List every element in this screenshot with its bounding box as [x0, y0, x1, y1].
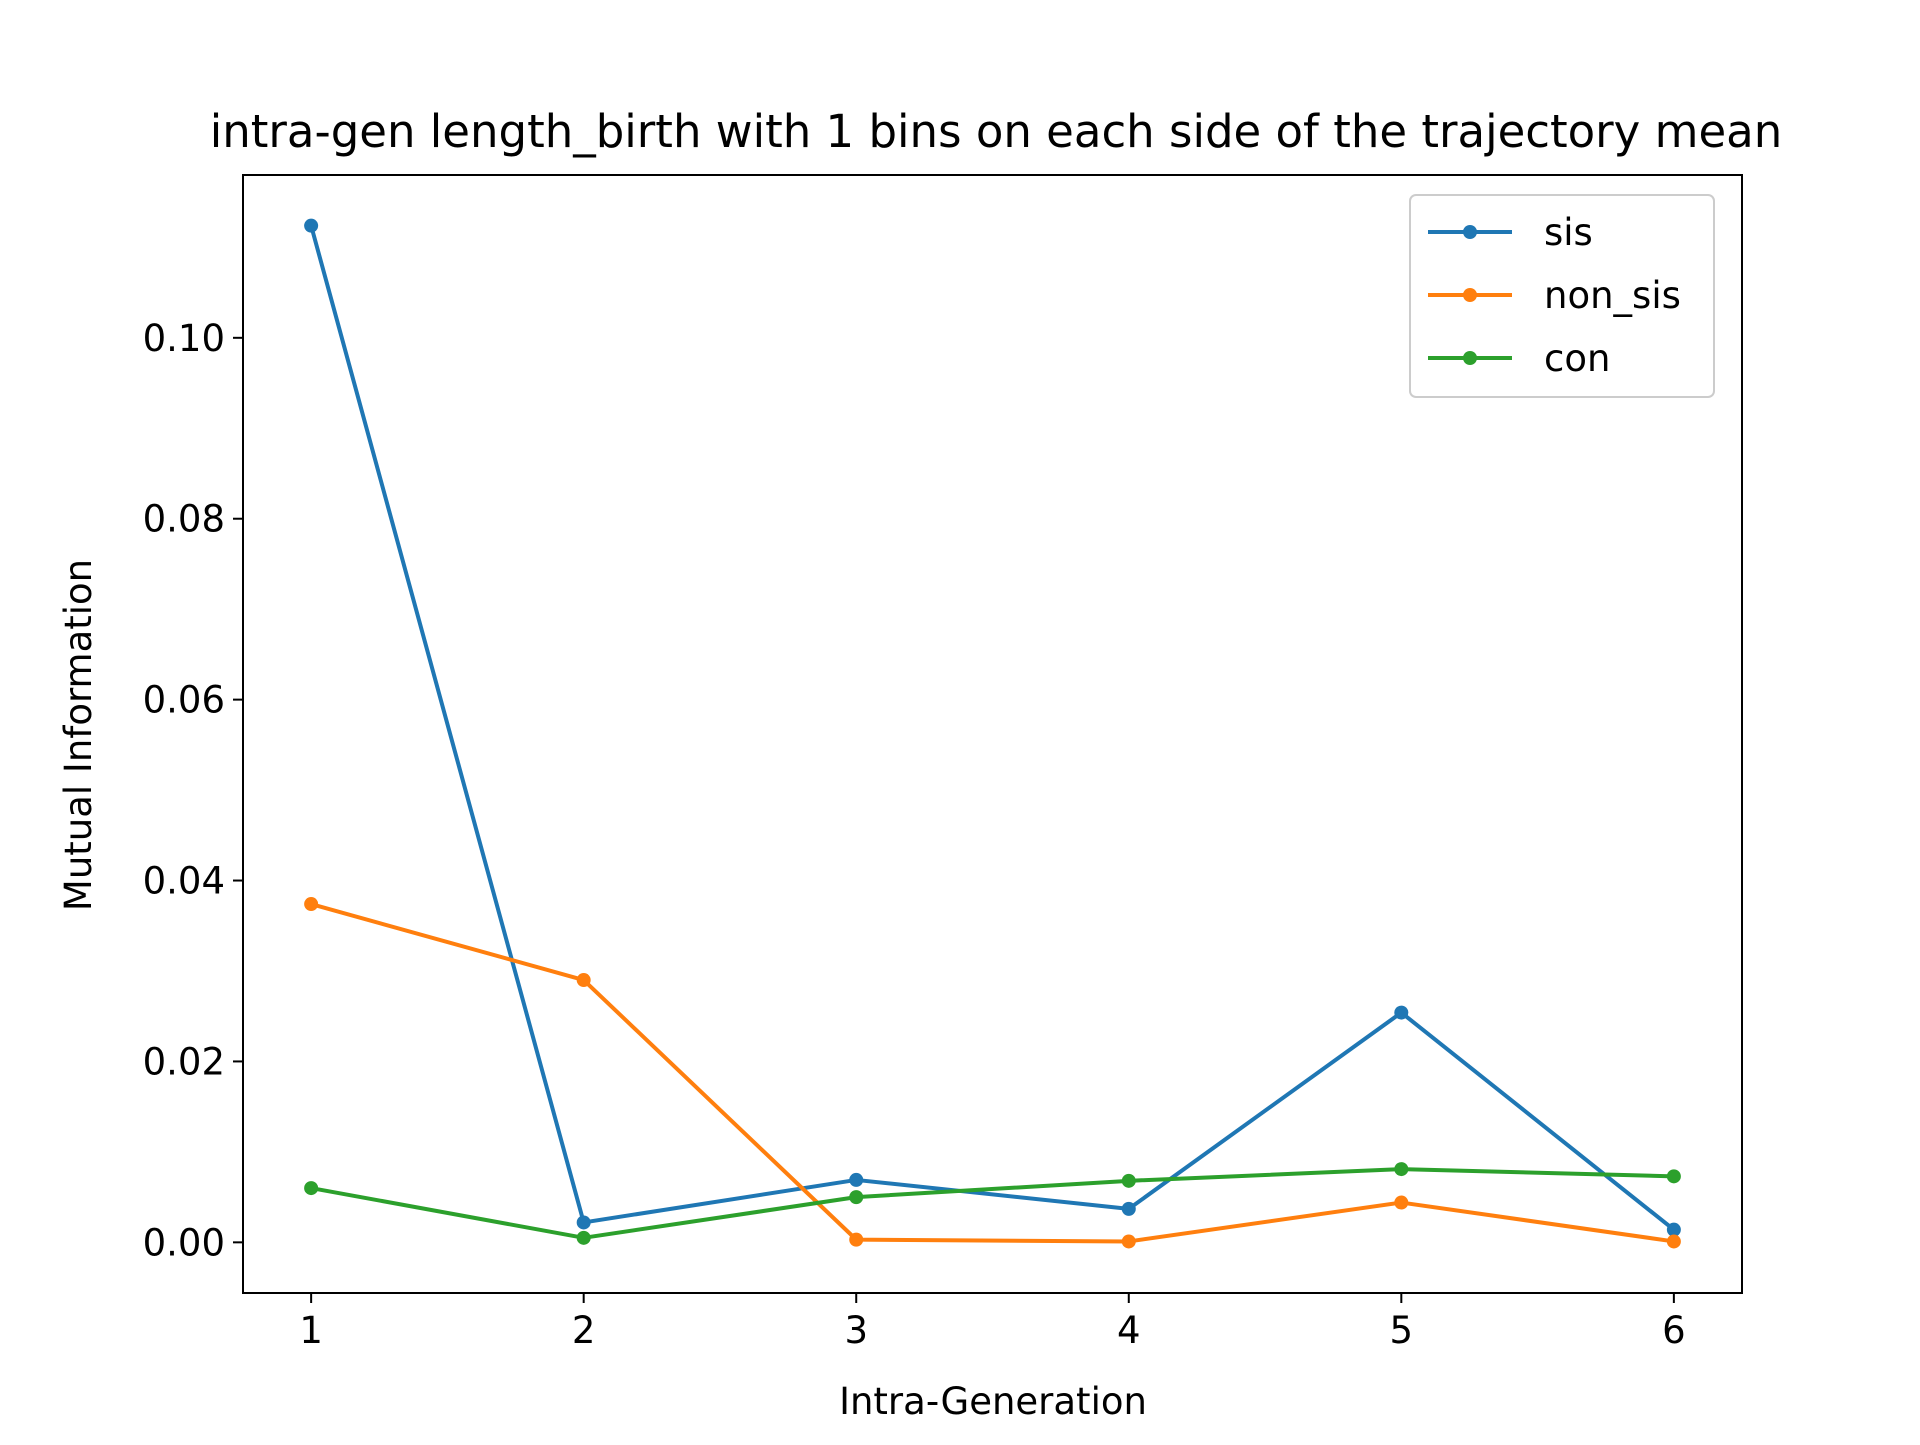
series-con [304, 1162, 1681, 1245]
data-point [849, 1172, 864, 1187]
data-point [304, 1181, 319, 1196]
x-tick-label: 4 [1117, 1309, 1141, 1352]
x-axis-label: Intra-Generation [839, 1380, 1147, 1423]
data-point [849, 1232, 864, 1247]
series-line [310, 902, 1675, 1244]
data-point [576, 1215, 591, 1230]
data-point [1121, 1201, 1136, 1216]
data-point [304, 897, 319, 912]
series-layer [304, 218, 1681, 1249]
y-tick-label: 0.00 [143, 1221, 225, 1264]
y-tick-label: 0.02 [143, 1040, 225, 1083]
data-point [1121, 1234, 1136, 1249]
data-point [849, 1190, 864, 1205]
legend-marker [1463, 351, 1477, 365]
data-point [1666, 1222, 1681, 1237]
x-tick-label: 3 [844, 1309, 868, 1352]
data-point [1121, 1173, 1136, 1188]
axes-frame [242, 174, 1743, 1294]
legend-marker [1463, 225, 1477, 239]
series-sis [304, 218, 1681, 1237]
data-point [576, 1230, 591, 1245]
y-tick-label: 0.06 [143, 679, 225, 722]
legend-label: con [1544, 337, 1610, 380]
data-point [1666, 1169, 1681, 1184]
chart-title: intra-gen length_birth with 1 bins on ea… [210, 105, 1782, 158]
data-point [304, 218, 319, 233]
legend-label: non_sis [1544, 274, 1681, 317]
data-point [1394, 1162, 1409, 1177]
legend-marker [1463, 288, 1477, 302]
x-axis-ticks: 1 2 3 4 5 6 [299, 1293, 1686, 1352]
y-tick-label: 0.04 [143, 860, 225, 903]
x-tick-label: 5 [1390, 1309, 1414, 1352]
data-point [1394, 1005, 1409, 1020]
y-axis-ticks: 0.00 0.02 0.04 0.06 0.08 0.10 [143, 317, 243, 1264]
legend-box [1409, 194, 1715, 398]
data-point [1394, 1195, 1409, 1210]
y-tick-label: 0.10 [143, 317, 225, 360]
legend-label: sis [1544, 211, 1593, 254]
y-tick-label: 0.08 [143, 498, 225, 541]
x-tick-label: 2 [572, 1309, 596, 1352]
data-point [576, 973, 591, 988]
x-tick-label: 1 [299, 1309, 323, 1352]
series-non-sis [304, 897, 1681, 1249]
data-point [1666, 1234, 1681, 1249]
x-tick-label: 6 [1662, 1309, 1686, 1352]
y-axis-label: Mutual Information [57, 559, 100, 911]
series-line [309, 225, 1676, 1232]
series-line [310, 1167, 1674, 1240]
